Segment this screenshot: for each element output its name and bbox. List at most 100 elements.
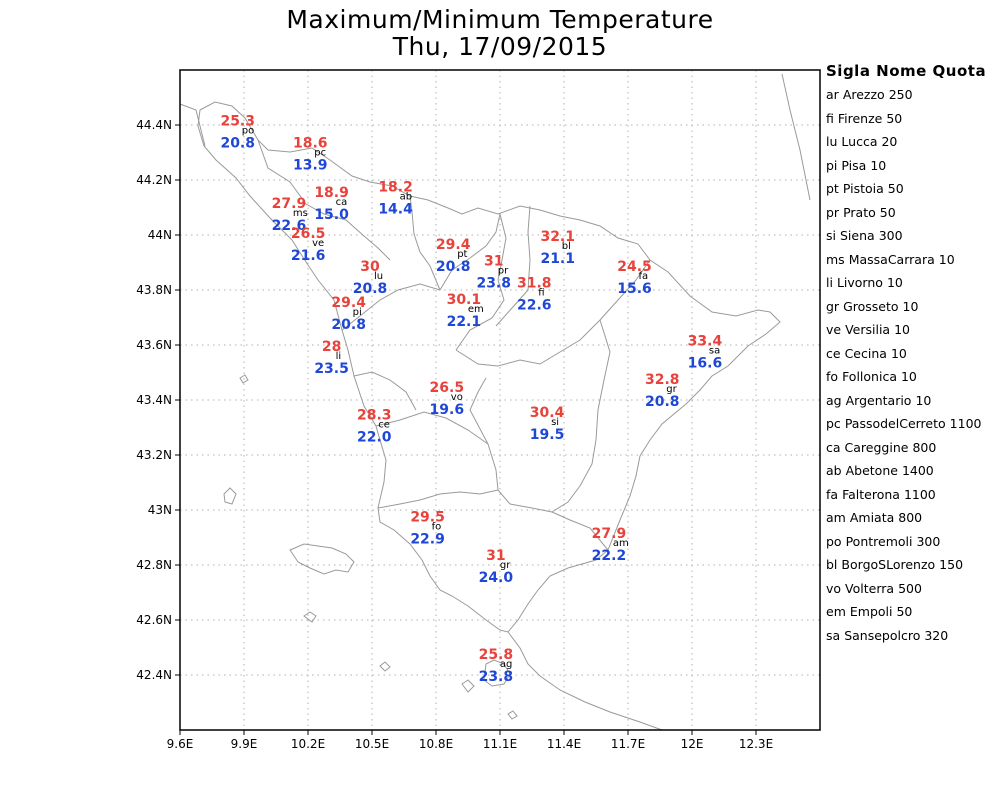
max-temperature: 31.8 xyxy=(517,276,552,292)
legend-name: Amiata xyxy=(849,510,895,525)
legend-name: Lucca xyxy=(841,134,878,149)
legend-quota: 10 xyxy=(938,251,955,267)
capraia-island xyxy=(223,487,237,505)
grid xyxy=(180,70,820,730)
min-temperature: 21.1 xyxy=(540,251,575,267)
y-tick-label: 43.4N xyxy=(136,393,172,407)
station-code: pr xyxy=(498,266,509,277)
adriatic-coast xyxy=(781,73,811,201)
legend-row-pt: pt Pistoia 50 xyxy=(826,177,1000,201)
legend-code: ms xyxy=(826,251,845,267)
legend-quota: 50 xyxy=(887,181,904,196)
min-temperature: 20.8 xyxy=(220,135,255,151)
legend-quota: 800 xyxy=(912,439,937,455)
x-tick-label: 10.5E xyxy=(355,737,389,751)
y-tick-label: 42.4N xyxy=(136,668,172,682)
legend-quota: 300 xyxy=(878,228,903,243)
station-code: ca xyxy=(336,197,348,208)
y-tick-label: 44.2N xyxy=(136,173,172,187)
y-tick-label: 43.6N xyxy=(136,338,172,352)
y-tick-label: 44.4N xyxy=(136,118,172,132)
legend-name: Pistoia xyxy=(842,181,884,196)
province-border xyxy=(377,489,499,509)
province-border xyxy=(469,377,489,445)
province-border xyxy=(409,195,441,291)
x-tick-label: 11.7E xyxy=(611,737,645,751)
legend-quota: 300 xyxy=(916,533,941,549)
min-temperature: 15.0 xyxy=(314,207,349,223)
legend-quota: 20 xyxy=(881,134,898,149)
legend-quota: 1100 xyxy=(903,486,936,502)
legend-quota: 1100 xyxy=(949,416,982,431)
province-border xyxy=(509,503,609,551)
min-temperature: 23.8 xyxy=(479,669,514,685)
legend-row-ar: ar Arezzo 250 xyxy=(826,83,1000,107)
min-temperature: 22.0 xyxy=(357,430,392,446)
legend-quota: 320 xyxy=(924,627,949,643)
province-border xyxy=(353,371,417,411)
y-tick-label: 44N xyxy=(148,228,172,242)
min-temperature: 21.6 xyxy=(291,248,326,264)
max-temperature: 29.4 xyxy=(436,237,471,253)
station-code: ve xyxy=(312,238,324,249)
station-code: em xyxy=(468,304,484,315)
min-temperature: 22.6 xyxy=(517,298,552,314)
x-tick-label: 9.9E xyxy=(231,737,258,751)
legend-row-fo: fo Follonica 10 xyxy=(826,365,1000,389)
legend-code: pc xyxy=(826,416,841,431)
station-code: lu xyxy=(374,271,383,282)
lazio-coast xyxy=(507,631,663,731)
legend-name: BorgoSLorenzo xyxy=(841,557,936,572)
station-code: sa xyxy=(709,345,720,356)
station-code: fi xyxy=(538,288,544,299)
legend-quota: 50 xyxy=(886,110,903,126)
max-temperature: 18.6 xyxy=(293,135,328,151)
y-tick-label: 43N xyxy=(148,503,172,517)
legend-name: Sansepolcro xyxy=(844,627,921,643)
legend-quota: 1400 xyxy=(901,463,934,478)
legend-code: ve xyxy=(826,322,842,337)
max-temperature: 31 xyxy=(486,548,505,564)
station-code: pc xyxy=(314,147,326,158)
legend-code: pr xyxy=(826,204,840,220)
argentario-promontory xyxy=(483,659,511,687)
min-temperature: 23.5 xyxy=(314,361,349,377)
legend-name: Falterona xyxy=(842,486,900,502)
legend-code: ag xyxy=(826,392,842,408)
max-temperature: 32.1 xyxy=(540,229,575,245)
min-temperature: 22.2 xyxy=(592,548,627,564)
min-temperature: 20.8 xyxy=(436,259,471,275)
y-tick-label: 42.6N xyxy=(136,613,172,627)
legend-quota: 50 xyxy=(896,604,913,619)
legend-code: vo xyxy=(826,580,842,596)
legend-row-ms: ms MassaCarrara 10 xyxy=(826,248,1000,272)
chart-title: Maximum/Minimum Temperature xyxy=(286,5,714,34)
legend-name: Empoli xyxy=(849,604,893,619)
station-code: li xyxy=(336,351,342,362)
coastline-and-borders xyxy=(179,73,811,731)
legend-name: Versilia xyxy=(845,322,891,337)
max-temperature: 24.5 xyxy=(617,259,652,275)
min-temperature: 13.9 xyxy=(293,157,328,173)
legend-quota: 800 xyxy=(898,510,923,525)
legend-row-bl: bl BorgoSLorenzo 150 xyxy=(826,553,1000,577)
max-temperature: 18.2 xyxy=(378,179,413,195)
station-code: bl xyxy=(562,241,571,252)
legend-code: bl xyxy=(826,557,838,572)
province-border xyxy=(551,319,611,513)
max-temperature: 30.4 xyxy=(530,405,565,421)
min-temperature: 15.6 xyxy=(617,281,652,297)
province-border xyxy=(455,213,507,351)
